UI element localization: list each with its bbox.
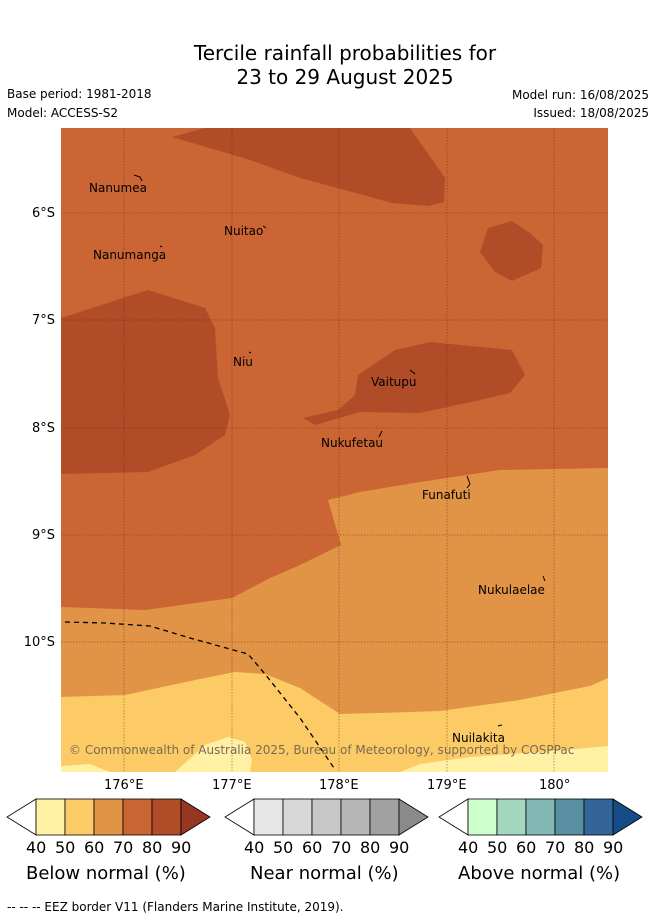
lon-label-180: 180° (539, 778, 571, 793)
colorbar-above-over-arrow (612, 798, 643, 836)
colorbar-below (6, 798, 211, 836)
colorbar-above-tick-70: 70 (545, 838, 566, 857)
colorbar-above-tick-80: 80 (574, 838, 595, 857)
eez-border-legend: -- -- -- EEZ border V11 (Flanders Marine… (7, 900, 344, 914)
region-below-80-west (61, 290, 230, 474)
gridlines (61, 128, 608, 772)
colorbar-above-tick-40: 40 (458, 838, 479, 857)
probability-field (61, 128, 608, 772)
colorbar-below-tick-90: 90 (171, 838, 192, 857)
colorbar-near-50 (282, 798, 313, 836)
colorbar-near-60 (311, 798, 342, 836)
colorbar-above-under-arrow (438, 798, 469, 836)
colorbar-near-under-arrow (224, 798, 255, 836)
colorbar-below-70 (122, 798, 153, 836)
lat-label-9s: 9°S (31, 528, 55, 543)
place-nanumanga: Nanumanga (93, 248, 167, 262)
base-period-label: Base period: 1981-2018 (7, 87, 152, 101)
colorbar-below-80 (151, 798, 182, 836)
colorbar-near-title: Near normal (%) (250, 863, 399, 884)
colorbar-above-tick-50: 50 (487, 838, 508, 857)
island-outlines (133, 174, 546, 727)
colorbars (6, 798, 643, 836)
issued-label: Issued: 18/08/2025 (533, 106, 649, 120)
lat-label-10s: 10°S (23, 635, 55, 650)
place-nukufetau: Nukufetau (321, 436, 384, 450)
eez-border (64, 621, 335, 769)
region-below-40-b (400, 746, 608, 772)
colorbar-near-tick-80: 80 (360, 838, 381, 857)
place-funafuti: Funafuti (422, 488, 471, 502)
region-below-80-east (480, 221, 543, 281)
colorbar-near-40 (253, 798, 284, 836)
map-title-line2: 23 to 29 August 2025 (236, 65, 454, 89)
region-below-80-vaitupu (303, 342, 525, 425)
colorbar-below-40 (35, 798, 66, 836)
region-below-80-north (172, 128, 445, 206)
model-label: Model: ACCESS-S2 (7, 106, 119, 120)
colorbar-below-tick-50: 50 (55, 838, 76, 857)
lat-label-6s: 6°S (31, 206, 55, 221)
colorbar-above-40 (467, 798, 498, 836)
copyright-notice: © Commonwealth of Australia 2025, Bureau… (69, 743, 575, 757)
colorbar-below-60 (93, 798, 124, 836)
colorbar-above-tick-60: 60 (516, 838, 537, 857)
colorbar-above-70 (554, 798, 585, 836)
colorbar-above (438, 798, 643, 836)
lat-label-7s: 7°S (31, 313, 55, 328)
colorbar-near-80 (369, 798, 400, 836)
place-vaitupu: Vaitupu (371, 375, 417, 389)
place-nuilakita: Nuilakita (452, 731, 505, 745)
colorbar-below-tick-70: 70 (113, 838, 134, 857)
region-below-40-c (61, 764, 110, 772)
colorbar-below-over-arrow (180, 798, 211, 836)
place-niu: Niu (233, 355, 253, 369)
colorbar-above-title: Above normal (%) (458, 863, 621, 884)
colorbar-near-tick-50: 50 (273, 838, 294, 857)
model-run-label: Model run: 16/08/2025 (511, 88, 649, 102)
place-nukulaelae: Nukulaelae (478, 583, 545, 597)
colorbar-near-70 (340, 798, 371, 836)
lat-label-8s: 8°S (31, 421, 55, 436)
colorbar-above-50 (496, 798, 527, 836)
colorbar-near-over-arrow (398, 798, 429, 836)
colorbar-near-tick-90: 90 (389, 838, 410, 857)
lon-label-177e: 177°E (212, 778, 252, 793)
region-below-40-a (175, 737, 252, 772)
colorbar-near (224, 798, 429, 836)
colorbar-below-tick-40: 40 (26, 838, 47, 857)
map-title-line1: Tercile rainfall probabilities for (193, 41, 497, 65)
colorbar-below-title: Below normal (%) (26, 863, 186, 884)
lon-label-176e: 176°E (104, 778, 144, 793)
colorbar-above-80 (583, 798, 614, 836)
colorbar-near-tick-40: 40 (244, 838, 265, 857)
colorbar-above-tick-90: 90 (603, 838, 624, 857)
lon-label-178e: 178°E (319, 778, 359, 793)
colorbar-near-tick-70: 70 (331, 838, 352, 857)
place-nuitao: Nuitao (224, 224, 264, 238)
colorbar-below-50 (64, 798, 95, 836)
colorbar-near-tick-60: 60 (302, 838, 323, 857)
region-below-50 (61, 672, 608, 772)
colorbar-below-under-arrow (6, 798, 37, 836)
lon-label-179e: 179°E (427, 778, 467, 793)
colorbar-below-tick-60: 60 (84, 838, 105, 857)
place-nanumea: Nanumea (89, 181, 147, 195)
colorbar-above-60 (525, 798, 556, 836)
colorbar-below-tick-80: 80 (142, 838, 163, 857)
